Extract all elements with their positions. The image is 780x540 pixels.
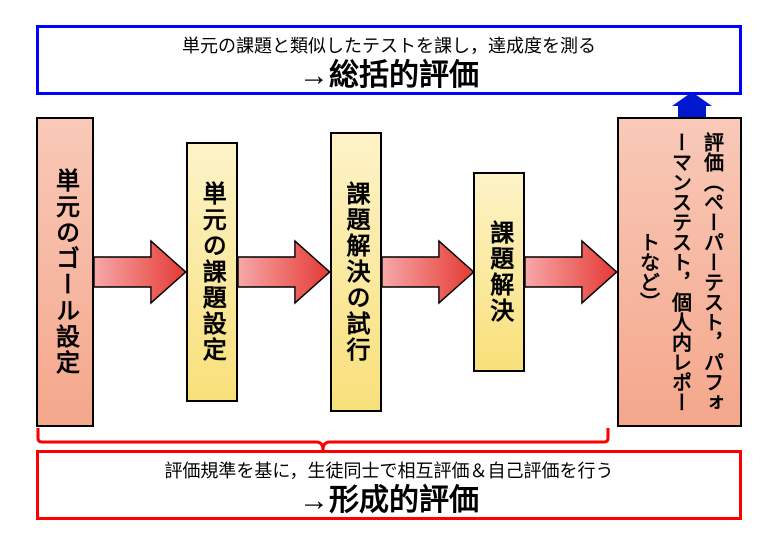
stage-task-trial: 課題解決の試行 — [330, 132, 382, 412]
stage-goal-setting: 単元のゴール設定 — [36, 117, 94, 427]
process-flow-row: 単元のゴール設定 単元の課題設定 課題解決の試行 課題解決 評価（ペーパーテスト… — [36, 112, 742, 432]
stage-evaluation: 評価（ペーパーテスト，パフォーマンステスト，個人内レポートなど） — [617, 117, 742, 427]
arrow-icon — [525, 237, 617, 307]
formative-evaluation-box: 評価規準を基に，生徒同士で相互評価＆自己評価を行う →形成的評価 — [36, 450, 742, 520]
summative-main: →総括的評価 — [39, 58, 739, 94]
arrow-icon — [238, 237, 330, 307]
summative-evaluation-box: 単元の課題と類似したテストを課し，達成度を測る →総括的評価 — [36, 25, 742, 95]
arrow-icon — [382, 237, 474, 307]
arrow-icon — [94, 237, 186, 307]
formative-bracket-icon — [36, 428, 610, 450]
formative-main: →形成的評価 — [39, 483, 739, 519]
summative-sub: 単元の課題と類似したテストを課し，達成度を測る — [39, 32, 739, 58]
formative-sub: 評価規準を基に，生徒同士で相互評価＆自己評価を行う — [39, 457, 739, 483]
stage-task-solve: 課題解決 — [473, 172, 525, 372]
stage-task-setting: 単元の課題設定 — [186, 142, 238, 402]
